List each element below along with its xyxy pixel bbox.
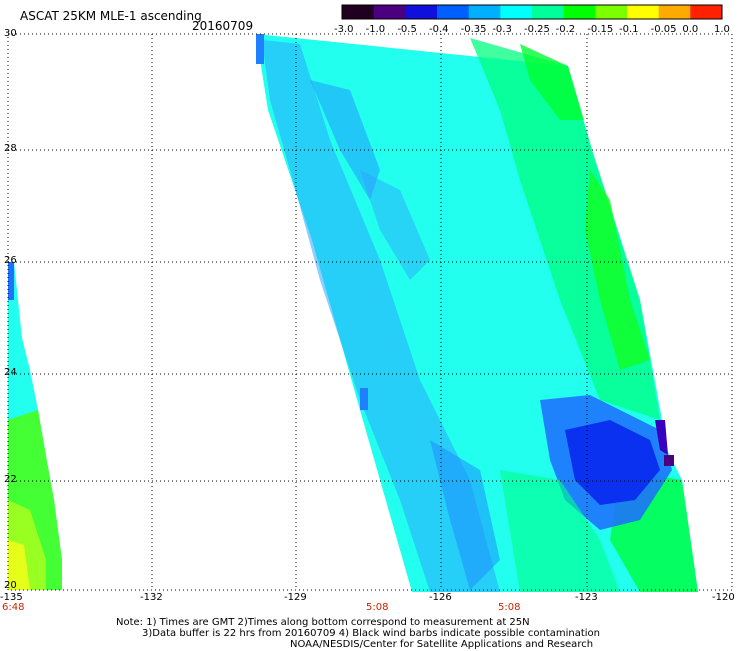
colorbar-swatch bbox=[500, 5, 533, 19]
colorbar-swatch bbox=[342, 5, 375, 19]
colorbar-swatch bbox=[563, 5, 596, 19]
time-label-mid: 5:08 bbox=[366, 602, 389, 613]
colorbar bbox=[341, 4, 723, 20]
colorbar-tick-label: -0.15 bbox=[587, 24, 614, 35]
colorbar-swatch bbox=[690, 5, 723, 19]
grid-lines bbox=[8, 34, 732, 590]
x-label-120: -120 bbox=[712, 592, 735, 603]
note-line-2: 3)Data buffer is 22 hrs from 20160709 4)… bbox=[142, 628, 600, 639]
left-swath bbox=[8, 262, 62, 590]
x-label-135: -135 bbox=[0, 592, 23, 603]
colorbar-tick-label: 1.0 bbox=[714, 24, 730, 35]
colorbar-frame bbox=[341, 4, 723, 20]
map-title: ASCAT 25KM MLE-1 ascending bbox=[20, 9, 202, 23]
colorbar-tick-label: -0.4 bbox=[429, 24, 449, 35]
colorbar-swatch bbox=[405, 5, 438, 19]
colorbar-tick-label: -0.5 bbox=[397, 24, 417, 35]
colorbar-swatch bbox=[595, 5, 628, 19]
colorbar-swatch bbox=[373, 5, 406, 19]
y-label-28: 28 bbox=[4, 143, 17, 154]
colorbar-swatch bbox=[627, 5, 660, 19]
colorbar-swatch bbox=[437, 5, 470, 19]
y-label-20: 20 bbox=[4, 580, 17, 591]
colorbar-tick-label: -0.25 bbox=[524, 24, 550, 35]
y-label-24: 24 bbox=[4, 367, 17, 378]
x-label-132: -132 bbox=[140, 592, 163, 603]
map-date: 20160709 bbox=[192, 19, 254, 33]
note-line-3: NOAA/NESDIS/Center for Satellite Applica… bbox=[290, 639, 594, 650]
x-label-123: -123 bbox=[575, 592, 598, 603]
x-label-129: -129 bbox=[284, 592, 307, 603]
note-line-1: Note: 1) Times are GMT 2)Times along bot… bbox=[116, 617, 530, 628]
colorbar-swatch bbox=[468, 5, 501, 19]
colorbar-tick-label: -0.3 bbox=[492, 24, 512, 35]
colorbar-tick-label: -0.1 bbox=[619, 24, 639, 35]
colorbar-swatch bbox=[658, 5, 691, 19]
colorbar-tick-label: -0.05 bbox=[650, 24, 677, 35]
main-swath bbox=[256, 34, 698, 592]
time-label-left: 6:48 bbox=[2, 602, 25, 613]
colorbar-tick-label: -0.2 bbox=[555, 24, 576, 35]
colorbar-tick-label: 0.0 bbox=[682, 24, 699, 35]
y-label-26: 26 bbox=[4, 255, 17, 266]
colorbar-swatch bbox=[532, 5, 565, 19]
x-label-126: -126 bbox=[429, 592, 452, 603]
y-label-30: 30 bbox=[4, 28, 17, 39]
y-label-22: 22 bbox=[4, 474, 17, 485]
time-label-right: 5:08 bbox=[498, 602, 521, 613]
colorbar-tick-label: -1.0 bbox=[365, 24, 386, 35]
colorbar-tick-label: -0.35 bbox=[460, 24, 487, 35]
colorbar-tick-label: -3.0 bbox=[334, 24, 354, 35]
